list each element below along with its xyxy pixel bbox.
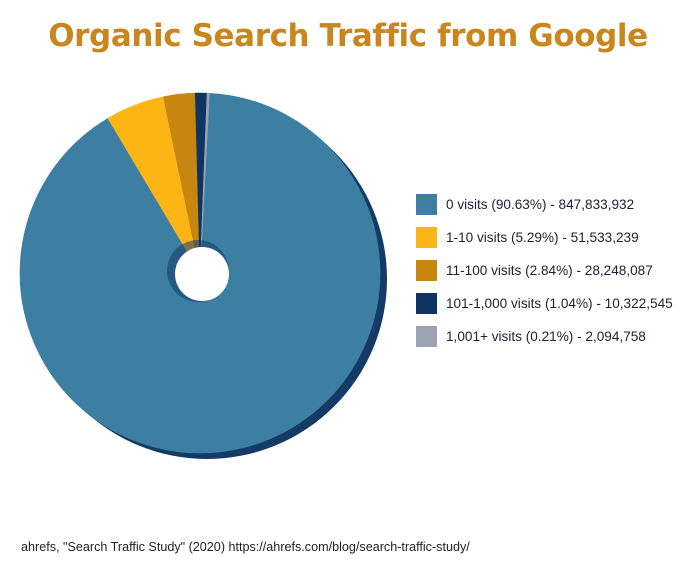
legend-item-1001-plus-visits: 1,001+ visits (0.21%) - 2,094,758 (416, 325, 691, 347)
legend-label: 11-100 visits (2.84%) - 28,248,087 (446, 262, 653, 278)
chart-title: Organic Search Traffic from Google (48, 18, 648, 54)
pie-slice (199, 92, 210, 274)
legend-label: 0 visits (90.63%) - 847,833,932 (446, 196, 635, 212)
legend-swatch (416, 325, 437, 347)
legend-label: 1-10 visits (5.29%) - 51,533,239 (446, 229, 639, 245)
pie-center-hole (175, 247, 229, 301)
legend-label: 1,001+ visits (0.21%) - 2,094,758 (446, 328, 646, 344)
legend-item-0-visits: 0 visits (90.63%) - 847,833,932 (416, 193, 691, 215)
source-citation: ahrefs, "Search Traffic Study" (2020) ht… (21, 540, 470, 554)
legend-swatch (416, 259, 437, 281)
legend-swatch (416, 292, 437, 314)
legend-swatch (416, 193, 437, 215)
legend-item-11-100-visits: 11-100 visits (2.84%) - 28,248,087 (416, 259, 691, 281)
legend-item-101-1000-visits: 101-1,000 visits (1.04%) - 10,322,545 (416, 292, 691, 314)
legend-swatch (416, 226, 437, 248)
legend-label: 101-1,000 visits (1.04%) - 10,322,545 (446, 295, 673, 311)
legend-item-1-10-visits: 1-10 visits (5.29%) - 51,533,239 (416, 226, 691, 248)
legend: 0 visits (90.63%) - 847,833,932 1-10 vis… (416, 193, 691, 358)
